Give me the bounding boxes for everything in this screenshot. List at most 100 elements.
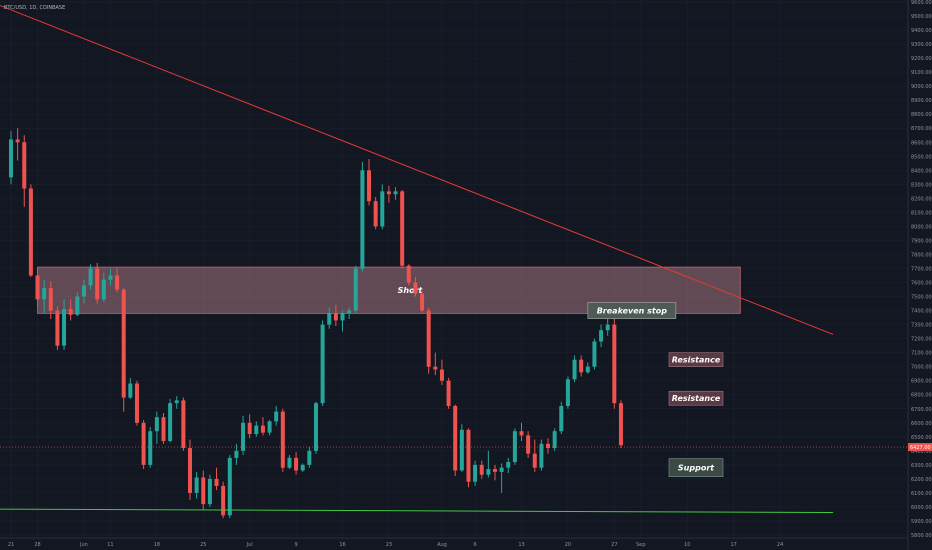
candle-body[interactable] bbox=[68, 309, 73, 315]
candle-body[interactable] bbox=[287, 457, 292, 468]
candle-body[interactable] bbox=[194, 477, 199, 493]
candle-body[interactable] bbox=[320, 324, 325, 404]
candle-body[interactable] bbox=[274, 411, 279, 422]
resistance-box-upper[interactable] bbox=[668, 352, 724, 367]
candle-body[interactable] bbox=[327, 313, 332, 325]
candle-body[interactable] bbox=[15, 139, 20, 143]
candle-body[interactable] bbox=[101, 279, 106, 300]
candle-body[interactable] bbox=[565, 379, 570, 406]
candle-body[interactable] bbox=[605, 324, 610, 331]
candle-body[interactable] bbox=[360, 170, 365, 269]
candle-body[interactable] bbox=[81, 285, 86, 297]
candle-body[interactable] bbox=[62, 309, 67, 346]
candle-body[interactable] bbox=[393, 191, 398, 195]
candle-body[interactable] bbox=[75, 296, 80, 315]
candle-body[interactable] bbox=[572, 359, 577, 380]
candle-body[interactable] bbox=[141, 422, 146, 465]
candle-body[interactable] bbox=[446, 380, 451, 406]
candle-body[interactable] bbox=[108, 275, 113, 280]
trend-line-layer[interactable] bbox=[0, 2, 908, 514]
candle-body[interactable] bbox=[453, 405, 458, 471]
candle-body[interactable] bbox=[473, 464, 478, 482]
candle-body[interactable] bbox=[492, 469, 497, 472]
time-axis[interactable]: 21 28 Jun 11 18 25 Jul 9 16 23 Aug 6 13 20 27 Sep 10 17 24 bbox=[8, 542, 783, 548]
candle-body[interactable] bbox=[95, 268, 100, 300]
candle-body[interactable] bbox=[115, 275, 120, 290]
candle-body[interactable] bbox=[559, 405, 564, 432]
downtrend-line[interactable] bbox=[0, 2, 834, 335]
candle-body[interactable] bbox=[174, 400, 179, 404]
candle-body[interactable] bbox=[612, 324, 617, 404]
candle-body[interactable] bbox=[506, 462, 511, 468]
candle-body[interactable] bbox=[201, 477, 206, 505]
candle-body[interactable] bbox=[88, 268, 93, 286]
candle-body[interactable] bbox=[373, 201, 378, 227]
candle-layer[interactable] bbox=[9, 128, 623, 519]
candle-body[interactable] bbox=[35, 275, 40, 300]
candle-body[interactable] bbox=[459, 429, 464, 471]
candle-body[interactable] bbox=[181, 400, 186, 449]
candle-body[interactable] bbox=[479, 464, 484, 475]
candle-body[interactable] bbox=[340, 313, 345, 321]
candle-body[interactable] bbox=[294, 457, 299, 471]
candle-body[interactable] bbox=[280, 411, 285, 468]
candle-body[interactable] bbox=[148, 431, 153, 465]
candle-body[interactable] bbox=[300, 464, 305, 471]
candle-body[interactable] bbox=[433, 366, 438, 370]
candle-body[interactable] bbox=[539, 443, 544, 468]
candle-body[interactable] bbox=[466, 429, 471, 482]
candle-body[interactable] bbox=[267, 421, 272, 433]
candle-body[interactable] bbox=[214, 478, 219, 486]
candle-body[interactable] bbox=[260, 425, 265, 433]
resistance-box-lower[interactable] bbox=[668, 390, 724, 406]
candle-body[interactable] bbox=[439, 369, 444, 381]
candle-body[interactable] bbox=[519, 431, 524, 436]
candle-body[interactable] bbox=[227, 457, 232, 516]
candle-body[interactable] bbox=[512, 431, 517, 463]
candle-body[interactable] bbox=[552, 431, 557, 449]
candle-body[interactable] bbox=[188, 448, 193, 493]
candle-body[interactable] bbox=[168, 403, 173, 442]
candle-body[interactable] bbox=[128, 383, 133, 398]
support-line[interactable] bbox=[0, 508, 834, 514]
candle-body[interactable] bbox=[406, 265, 411, 283]
candle-body[interactable] bbox=[161, 417, 166, 442]
candle-body[interactable] bbox=[221, 485, 226, 516]
candle-body[interactable] bbox=[247, 422, 252, 435]
candle-body[interactable] bbox=[333, 313, 338, 321]
candle-body[interactable] bbox=[241, 422, 246, 451]
candle-body[interactable] bbox=[426, 310, 431, 367]
candle-body[interactable] bbox=[234, 450, 239, 458]
candle-body[interactable] bbox=[55, 310, 60, 346]
price-axis[interactable]: 9600.00 9500.00 9400.00 9300.00 9200.00 9100.… bbox=[908, 0, 932, 539]
breakeven-stop-box[interactable] bbox=[587, 302, 677, 319]
candle-body[interactable] bbox=[526, 435, 531, 454]
candle-body[interactable] bbox=[353, 268, 358, 311]
support-box[interactable] bbox=[668, 458, 724, 477]
candle-body[interactable] bbox=[121, 289, 126, 398]
candle-body[interactable] bbox=[347, 310, 352, 314]
candle-body[interactable] bbox=[48, 288, 53, 311]
candle-body[interactable] bbox=[42, 288, 47, 300]
candle-body[interactable] bbox=[592, 341, 597, 367]
candle-body[interactable] bbox=[486, 469, 491, 475]
candle-body[interactable] bbox=[499, 467, 504, 472]
candle-body[interactable] bbox=[22, 142, 27, 189]
candle-body[interactable] bbox=[546, 443, 551, 449]
candle-body[interactable] bbox=[386, 191, 391, 195]
candle-body[interactable] bbox=[207, 478, 212, 505]
candle-body[interactable] bbox=[367, 170, 372, 202]
candle-body[interactable] bbox=[134, 383, 139, 423]
candle-body[interactable] bbox=[618, 403, 623, 446]
candle-body[interactable] bbox=[154, 417, 159, 432]
candle-body[interactable] bbox=[9, 139, 13, 178]
candle-body[interactable] bbox=[313, 403, 318, 451]
candle-body[interactable] bbox=[400, 191, 405, 266]
candle-body[interactable] bbox=[532, 453, 537, 468]
candle-body[interactable] bbox=[599, 330, 604, 342]
candle-body[interactable] bbox=[307, 450, 312, 465]
candle-body[interactable] bbox=[413, 282, 418, 294]
annotation-layer[interactable]: Breakeven stop Resistance Resistance Suppor… bbox=[587, 302, 724, 477]
candle-body[interactable] bbox=[28, 188, 33, 276]
